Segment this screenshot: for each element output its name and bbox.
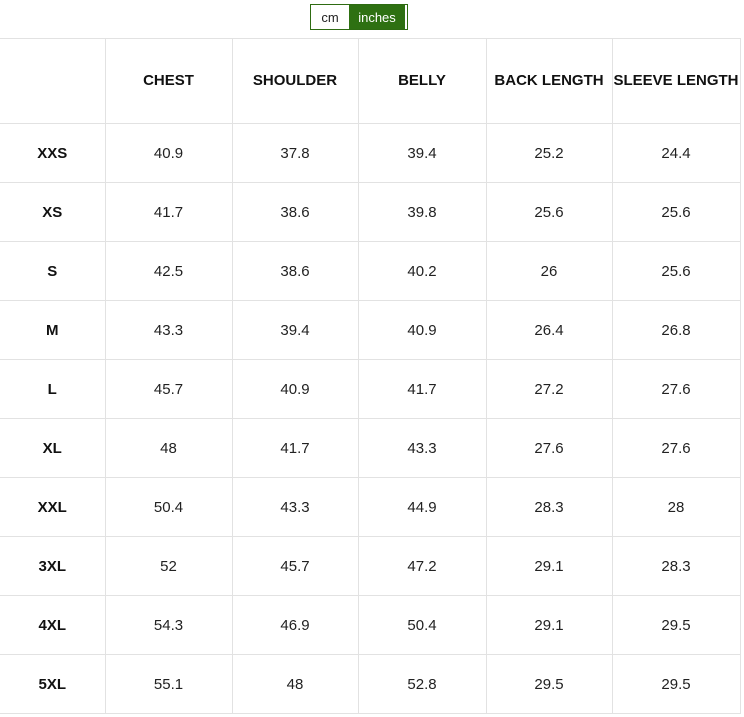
column-header-back-length: BACK LENGTH — [485, 38, 613, 124]
measurement-cell: 40.9 — [231, 359, 359, 419]
measurement-cell: 45.7 — [231, 536, 359, 596]
measurement-cell: 27.6 — [485, 418, 613, 478]
measurement-cell: 27.6 — [611, 359, 741, 419]
measurement-cell: 50.4 — [357, 595, 487, 655]
size-label: XS — [0, 182, 106, 242]
measurement-cell: 52.8 — [357, 654, 487, 714]
table-row: 3XL 52 45.7 47.2 29.1 28.3 — [0, 536, 741, 596]
table-row: XS 41.7 38.6 39.8 25.6 25.6 — [0, 182, 741, 242]
measurement-cell: 29.1 — [485, 536, 613, 596]
column-header-sleeve-length: SLEEVE LENGTH — [611, 38, 741, 124]
measurement-cell: 41.7 — [104, 182, 233, 242]
table-row: S 42.5 38.6 40.2 26 25.6 — [0, 241, 741, 301]
measurement-cell: 43.3 — [104, 300, 233, 360]
size-label: XXS — [0, 123, 106, 183]
measurement-cell: 39.4 — [231, 300, 359, 360]
measurement-cell: 29.5 — [611, 595, 741, 655]
measurement-cell: 45.7 — [104, 359, 233, 419]
size-label: L — [0, 359, 106, 419]
measurement-cell: 28.3 — [611, 536, 741, 596]
column-header-shoulder: SHOULDER — [231, 38, 359, 124]
table-row: 5XL 55.1 48 52.8 29.5 29.5 — [0, 654, 741, 714]
measurement-cell: 48 — [104, 418, 233, 478]
measurement-cell: 28 — [611, 477, 741, 537]
table-row: 4XL 54.3 46.9 50.4 29.1 29.5 — [0, 595, 741, 655]
measurement-cell: 43.3 — [231, 477, 359, 537]
measurement-cell: 41.7 — [231, 418, 359, 478]
column-header-chest: CHEST — [104, 38, 233, 124]
measurement-cell: 27.2 — [485, 359, 613, 419]
measurement-cell: 25.6 — [611, 182, 741, 242]
column-header-belly: BELLY — [357, 38, 487, 124]
measurement-cell: 26.4 — [485, 300, 613, 360]
measurement-cell: 25.6 — [485, 182, 613, 242]
table-header-row: CHEST SHOULDER BELLY BACK LENGTH SLEEVE LENG… — [0, 38, 741, 124]
measurement-cell: 29.5 — [611, 654, 741, 714]
measurement-cell: 50.4 — [104, 477, 233, 537]
size-chart-table: CHEST SHOULDER BELLY BACK LENGTH SLEEVE LENG… — [0, 38, 741, 714]
measurement-cell: 42.5 — [104, 241, 233, 301]
measurement-cell: 54.3 — [104, 595, 233, 655]
measurement-cell: 29.1 — [485, 595, 613, 655]
column-header-size — [0, 38, 106, 124]
measurement-cell: 40.9 — [357, 300, 487, 360]
table-row: XXL 50.4 43.3 44.9 28.3 28 — [0, 477, 741, 537]
size-label: M — [0, 300, 106, 360]
measurement-cell: 40.9 — [104, 123, 233, 183]
measurement-cell: 25.6 — [611, 241, 741, 301]
measurement-cell: 27.6 — [611, 418, 741, 478]
measurement-cell: 25.2 — [485, 123, 613, 183]
measurement-cell: 44.9 — [357, 477, 487, 537]
measurement-cell: 26 — [485, 241, 613, 301]
measurement-cell: 40.2 — [357, 241, 487, 301]
size-label: 4XL — [0, 595, 106, 655]
unit-option-inches[interactable]: inches — [349, 5, 407, 29]
measurement-cell: 48 — [231, 654, 359, 714]
measurement-cell: 55.1 — [104, 654, 233, 714]
table-row: XL 48 41.7 43.3 27.6 27.6 — [0, 418, 741, 478]
table-row: M 43.3 39.4 40.9 26.4 26.8 — [0, 300, 741, 360]
unit-toggle: cm inches — [310, 4, 408, 30]
measurement-cell: 43.3 — [357, 418, 487, 478]
measurement-cell: 46.9 — [231, 595, 359, 655]
measurement-cell: 52 — [104, 536, 233, 596]
measurement-cell: 37.8 — [231, 123, 359, 183]
measurement-cell: 28.3 — [485, 477, 613, 537]
measurement-cell: 39.4 — [357, 123, 487, 183]
measurement-cell: 29.5 — [485, 654, 613, 714]
measurement-cell: 24.4 — [611, 123, 741, 183]
unit-option-cm[interactable]: cm — [311, 5, 349, 29]
table-row: XXS 40.9 37.8 39.4 25.2 24.4 — [0, 123, 741, 183]
measurement-cell: 47.2 — [357, 536, 487, 596]
measurement-cell: 41.7 — [357, 359, 487, 419]
measurement-cell: 38.6 — [231, 182, 359, 242]
measurement-cell: 26.8 — [611, 300, 741, 360]
table-row: L 45.7 40.9 41.7 27.2 27.6 — [0, 359, 741, 419]
size-label: 5XL — [0, 654, 106, 714]
size-label: XL — [0, 418, 106, 478]
measurement-cell: 38.6 — [231, 241, 359, 301]
measurement-cell: 39.8 — [357, 182, 487, 242]
size-label: 3XL — [0, 536, 106, 596]
size-label: S — [0, 241, 106, 301]
size-label: XXL — [0, 477, 106, 537]
